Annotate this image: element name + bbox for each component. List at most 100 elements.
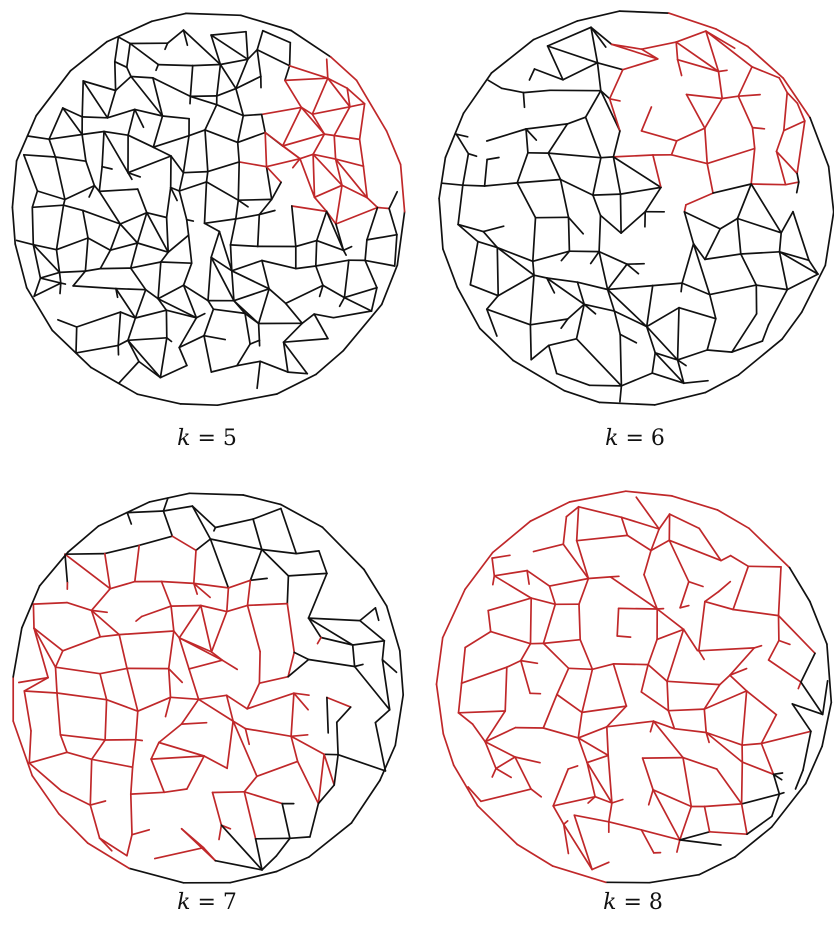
network-edge (740, 803, 748, 836)
network-edge (129, 261, 162, 269)
network-edge (616, 607, 620, 637)
network-edge (740, 793, 781, 805)
network-edge (280, 507, 298, 555)
network-edge (374, 708, 391, 724)
network-edge (626, 263, 640, 275)
network-edge (706, 147, 756, 165)
network-edge (606, 288, 648, 328)
network-edge (703, 683, 721, 710)
network-edge (219, 58, 249, 66)
disk-boundary (435, 683, 445, 735)
network-edge (313, 196, 328, 213)
network-edge (640, 106, 653, 132)
disk-boundary (385, 130, 402, 166)
network-edge (495, 756, 516, 770)
network-edge (256, 360, 262, 390)
network-edge (366, 206, 379, 241)
network-edge (575, 505, 580, 542)
network-edge (496, 246, 500, 297)
network-edge (545, 277, 556, 294)
network-edge (652, 720, 676, 730)
network-edge (290, 733, 309, 738)
network-edge (256, 29, 264, 51)
network-edge (323, 133, 336, 137)
network-edge (676, 359, 687, 367)
network-edge (243, 790, 284, 805)
network-edge (291, 157, 301, 169)
network-edge (353, 663, 364, 668)
disk-boundary (385, 605, 401, 652)
network-edge (214, 518, 254, 529)
network-edge (542, 638, 582, 645)
network-edge (87, 237, 112, 252)
disk-boundary (396, 210, 406, 267)
network-edge (692, 242, 711, 296)
network-edge (388, 207, 398, 236)
network-edge (704, 600, 734, 611)
disk-boundary (363, 568, 388, 607)
network-edge (230, 269, 270, 290)
network-edge (794, 769, 804, 790)
network-edge (366, 196, 379, 209)
network-edge (599, 214, 622, 234)
network-edge (516, 151, 529, 184)
network-edge (265, 157, 301, 168)
network-edge (28, 762, 63, 792)
network-edge (36, 190, 66, 201)
network-edge (546, 45, 564, 81)
disk-boundary (69, 40, 108, 72)
network-edge (566, 116, 587, 125)
disk-boundary (653, 391, 707, 406)
network-edge (33, 282, 62, 298)
network-edge (705, 30, 720, 73)
disk-boundary (464, 551, 494, 591)
network-edge (792, 210, 810, 262)
network-edge (579, 638, 594, 671)
network-edge (746, 815, 773, 836)
network-edge (526, 569, 551, 587)
network-edge (182, 134, 190, 174)
caption-k8: k = 8 (603, 890, 663, 915)
disk-boundary (355, 79, 388, 132)
panel-k5 (6, 8, 410, 412)
network-edge (150, 741, 160, 760)
network-edge (640, 691, 670, 712)
network-edge (493, 574, 533, 599)
network-edge (599, 89, 621, 132)
disk-boundary (229, 870, 278, 884)
network-edge (59, 282, 62, 295)
network-edge (656, 608, 685, 631)
network-edge (93, 184, 101, 193)
network-edge (697, 649, 705, 661)
network-edge (214, 859, 263, 871)
network-edge (374, 607, 380, 622)
network-edge (334, 158, 365, 168)
network-edge (705, 731, 743, 746)
disk-boundary (800, 264, 827, 314)
network-edge (166, 29, 185, 45)
network-edge (203, 181, 208, 225)
network-edge (165, 186, 172, 219)
network-edge (256, 760, 299, 778)
network-edge (127, 108, 136, 137)
network-edge (802, 730, 812, 772)
network-edge (712, 183, 753, 194)
network-edge (152, 146, 172, 157)
network-edge (236, 141, 241, 163)
network-edge (22, 153, 57, 158)
network-edge (265, 165, 273, 201)
network-edge (560, 318, 569, 330)
network-edge (745, 690, 778, 716)
network-edge (31, 206, 35, 246)
network-edge (28, 730, 32, 764)
network-edge (808, 259, 819, 275)
network-edge (605, 725, 610, 757)
network-edge (760, 713, 778, 745)
network-edge (645, 325, 657, 354)
network-edge (337, 753, 387, 772)
network-edge (640, 41, 678, 51)
network-edge (246, 48, 259, 61)
network-edge (485, 308, 532, 326)
network-edge (612, 130, 621, 158)
network-edge (230, 269, 235, 302)
